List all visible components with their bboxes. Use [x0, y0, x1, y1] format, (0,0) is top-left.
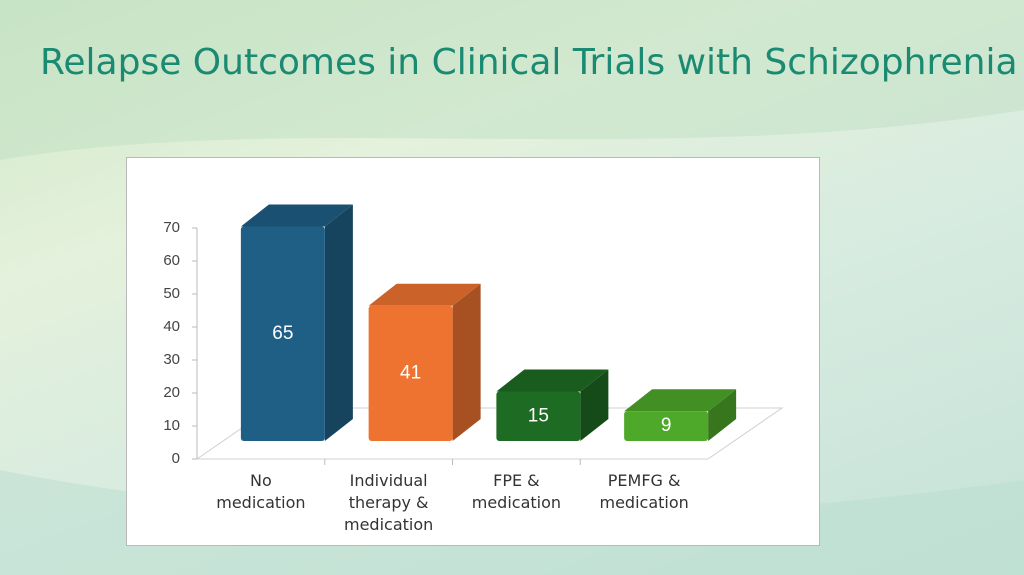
- bar-side: [708, 389, 737, 441]
- y-tick-label: 0: [172, 450, 180, 467]
- bar-side: [324, 204, 353, 441]
- y-tick-label: 40: [163, 318, 180, 335]
- bar: [240, 226, 325, 441]
- bar: [496, 391, 581, 441]
- y-tick-label: 70: [163, 219, 180, 236]
- x-tick-label: PEMFG & medication: [599, 471, 689, 512]
- x-tick-label: Individual therapy & medication: [343, 471, 434, 534]
- y-tick-label: 60: [163, 252, 180, 269]
- bar-top: [496, 369, 609, 392]
- y-tick-label: 10: [163, 417, 180, 434]
- bar: [624, 411, 709, 441]
- value-label: 65: [272, 323, 293, 344]
- bar-side: [452, 283, 481, 441]
- y-tick-label: 20: [163, 384, 180, 401]
- bar-top: [624, 389, 737, 412]
- bar-top: [368, 283, 481, 306]
- chart-title: Relapse Outcomes in Clinical Trials with…: [40, 42, 1018, 83]
- value-label: 15: [528, 405, 549, 426]
- value-label: 41: [400, 362, 421, 383]
- value-label: 9: [661, 415, 672, 436]
- bar-top: [240, 204, 353, 227]
- y-tick-label: 50: [163, 285, 180, 302]
- bar-side: [580, 369, 609, 441]
- x-tick-label: No medication: [216, 471, 306, 512]
- y-tick-label: 30: [163, 351, 180, 368]
- x-tick-label: FPE & medication: [471, 471, 562, 512]
- bar: [368, 305, 453, 441]
